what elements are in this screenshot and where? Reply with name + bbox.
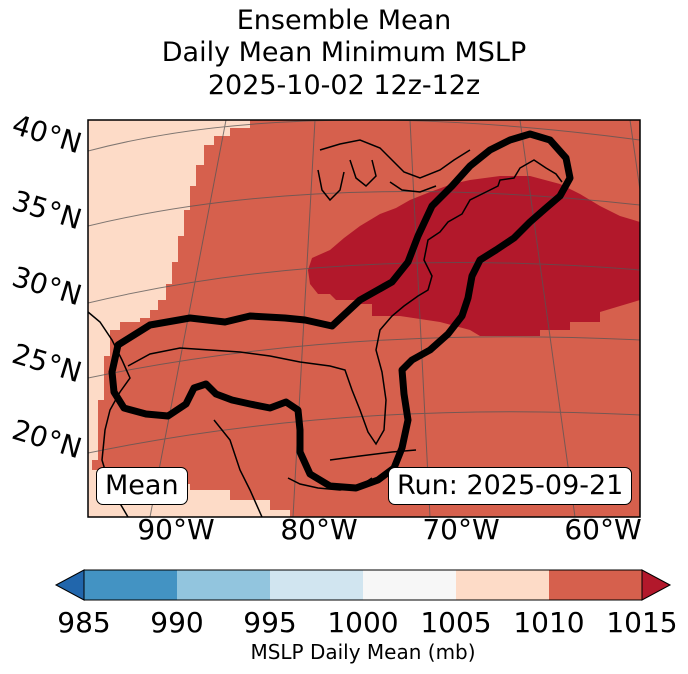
colorbar-bin-985-990 <box>84 570 177 600</box>
colorbar-over-arrow <box>641 569 672 601</box>
colorbar-bin-1010-1015 <box>549 570 642 600</box>
lon-tick-80w: 80°W <box>280 513 358 546</box>
map-frame <box>87 119 641 518</box>
colorbar-tick-1005: 1005 <box>420 606 492 639</box>
colorbar-tick-1015: 1015 <box>606 606 678 639</box>
lon-tick-70w: 70°W <box>422 513 500 546</box>
colorbar-tick-1010: 1010 <box>513 606 585 639</box>
region-atlantic-high <box>308 176 640 336</box>
lon-tick-90w: 90°W <box>137 513 215 546</box>
ensemble-contour <box>108 130 574 492</box>
colorbar-tick-990: 990 <box>150 606 204 639</box>
colorbar-label: MSLP Daily Mean (mb) <box>250 640 476 664</box>
colorbar-bin-990-995 <box>177 570 270 600</box>
chart-title-line-3: 2025-10-02 12z-12z <box>207 70 481 101</box>
lon-tick-60w: 60°W <box>564 513 642 546</box>
colorbar-tick-1000: 1000 <box>327 606 399 639</box>
region-western-edge <box>88 120 250 517</box>
colorbar-tick-985: 985 <box>57 606 111 639</box>
chart-title-line-2: Daily Mean Minimum MSLP <box>161 37 527 68</box>
colorbar-under-arrow <box>54 569 85 601</box>
mean-label: Mean <box>96 467 188 505</box>
colorbar-bin-1000-1005 <box>363 570 456 600</box>
colorbar-bin-995-1000 <box>270 570 363 600</box>
run-date-label: Run: 2025-09-21 <box>388 467 633 505</box>
chart-title-line-1: Ensemble Mean <box>236 5 452 36</box>
colorbar-bin-1005-1010 <box>456 570 549 600</box>
colorbar-tick-995: 995 <box>243 606 297 639</box>
